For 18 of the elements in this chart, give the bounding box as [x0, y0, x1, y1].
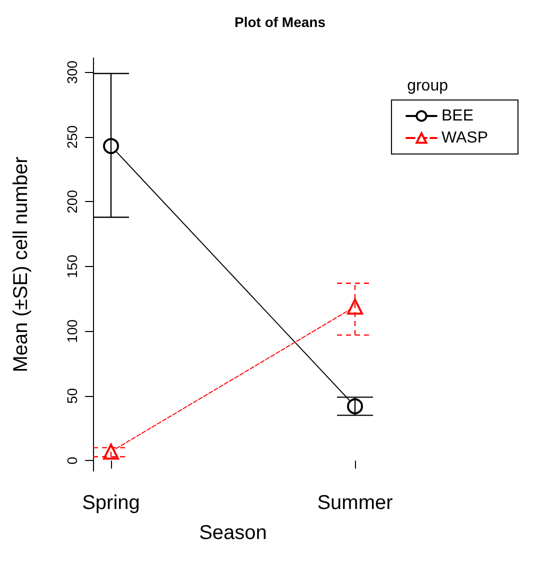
y-tick-label: 50 — [64, 388, 80, 404]
point — [103, 138, 119, 154]
y-axis-title: Mean (±SE) cell number — [10, 156, 32, 372]
chart-title: Plot of Means — [234, 14, 326, 30]
y-tick-label: 150 — [64, 254, 80, 278]
y-tick-label: 300 — [64, 60, 80, 84]
x-tick-label: Summer — [317, 492, 394, 514]
y-tick-label: 0 — [64, 456, 80, 465]
legend-label: BEE — [441, 108, 474, 124]
legend-label: WASP — [441, 130, 488, 146]
legend-title: group — [407, 78, 448, 94]
x-tick-label: Spring — [82, 492, 140, 514]
point — [347, 398, 363, 414]
point — [347, 298, 363, 315]
y-tick-label: 100 — [64, 319, 80, 343]
x-axis-title: Season — [199, 522, 267, 544]
y-tick-label: 250 — [64, 125, 80, 149]
y-tick-label: 200 — [64, 190, 80, 214]
